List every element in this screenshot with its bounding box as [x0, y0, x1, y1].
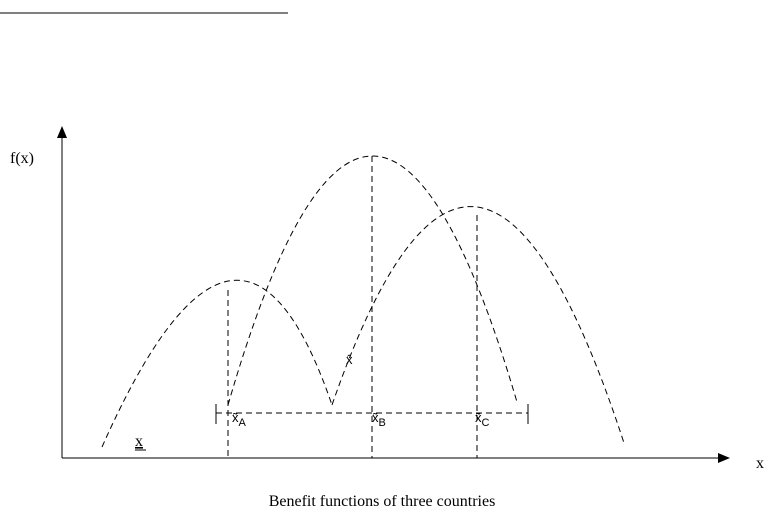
label-b: x̃B	[372, 410, 386, 429]
label-a: x̃A	[232, 410, 247, 429]
curve-c	[331, 206, 625, 444]
label-c: x̃C	[475, 410, 490, 429]
y-axis-label: f(x)	[10, 150, 34, 167]
x-axis-label: x	[756, 455, 764, 472]
x-arrow	[718, 453, 730, 463]
label-lower: x	[135, 433, 143, 450]
label-hat: x̂	[346, 352, 353, 367]
curve-a	[101, 279, 333, 448]
y-arrow	[57, 126, 67, 138]
caption: Benefit functions of three countries	[269, 493, 496, 510]
